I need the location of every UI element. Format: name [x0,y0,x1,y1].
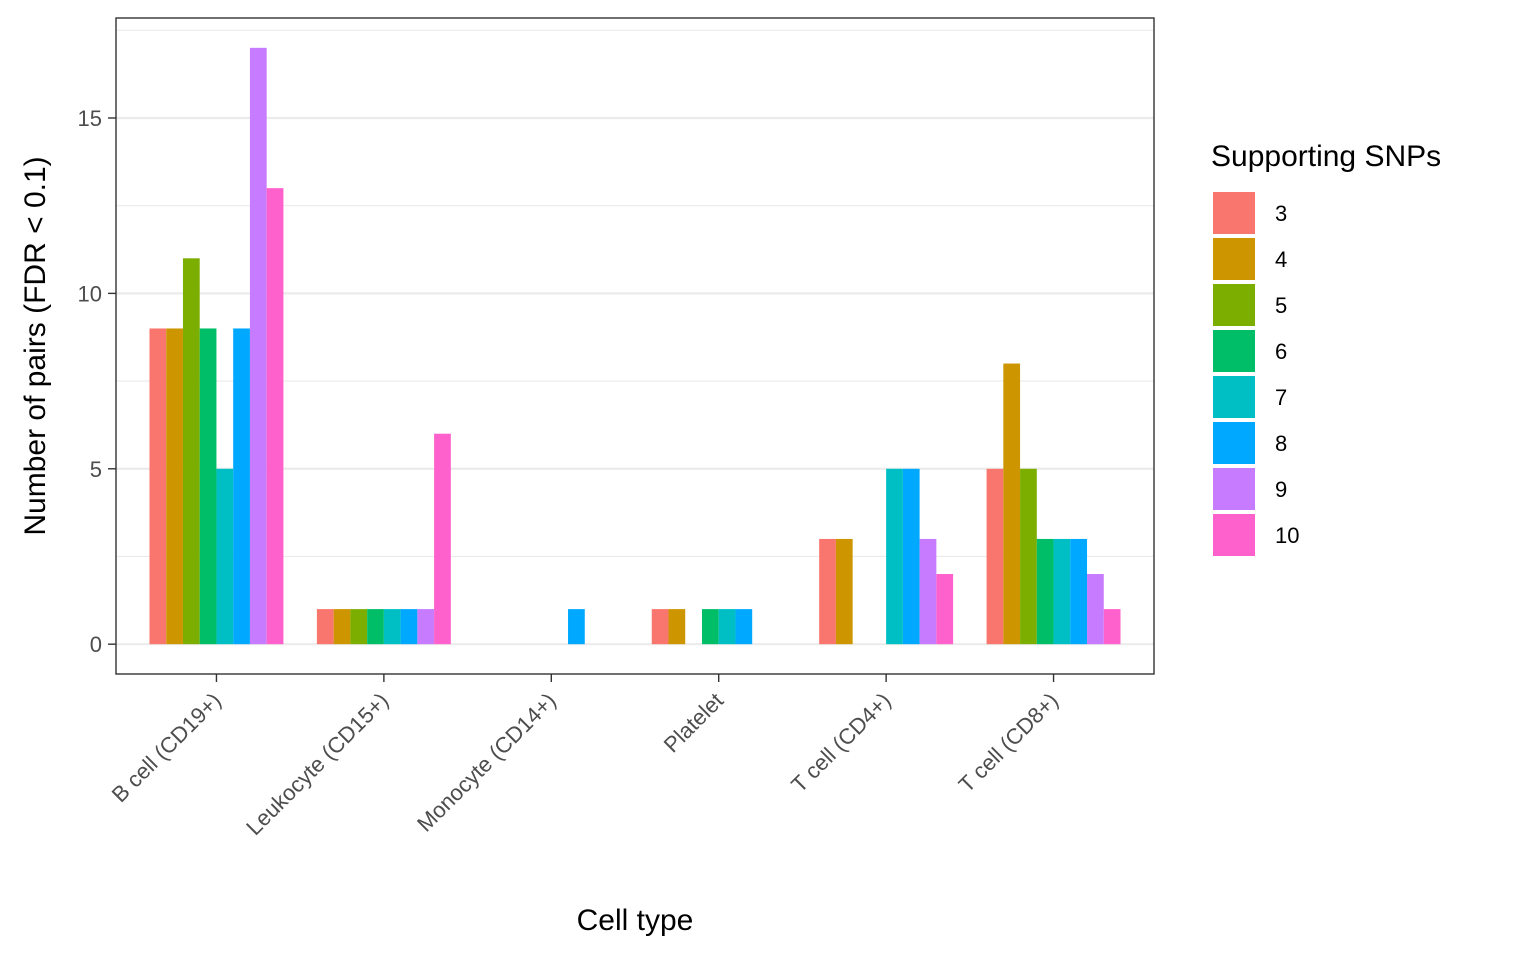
bar [819,538,836,645]
bar [182,258,200,645]
bar [718,609,736,645]
grid-lines [116,29,1154,646]
legend-swatch [1213,192,1255,234]
bar [266,188,284,645]
legend-label: 9 [1275,477,1287,502]
bar [1020,468,1037,645]
bar [1003,363,1021,645]
x-tick-label: B cell (CD19+) [107,688,226,807]
bar [383,609,401,645]
bar [233,328,250,645]
bar [249,47,267,645]
bar [1103,609,1121,645]
legend: Supporting SNPs 3 4 5 6 7 8 9 10 [1211,140,1441,556]
x-tick-label: Platelet [659,688,729,758]
legend-swatch [1213,422,1255,464]
y-tick-label: 10 [78,281,102,306]
bar [149,328,167,645]
x-axis: B cell (CD19+) Leukocyte (CD15+) Monocyte … [107,674,1063,840]
legend-swatch [1213,514,1255,556]
legend-swatch [1213,330,1255,372]
bar [1087,574,1104,645]
bar [986,468,1004,645]
bar [400,609,418,645]
legend-label: 4 [1275,247,1287,272]
bar [417,609,435,645]
bar [434,433,451,645]
bar [1070,538,1088,645]
legend-label: 10 [1275,523,1299,548]
bar [1036,538,1054,645]
legend-title: Supporting SNPs [1211,140,1441,173]
bars [149,47,1121,645]
bar [835,538,853,645]
legend-label: 5 [1275,293,1287,318]
legend-swatch [1213,284,1255,326]
x-tick-label: Leukocyte (CD15+) [241,688,393,840]
bar [568,609,585,645]
y-tick-label: 0 [90,632,102,657]
bar [668,609,686,645]
bar [199,328,217,645]
x-tick-label: Monocyte (CD14+) [412,688,561,837]
bar [919,538,937,645]
x-axis-title: Cell type [577,904,694,937]
plot-border [115,17,1155,675]
x-tick-label: T cell (CD8+) [954,688,1063,797]
bar [316,609,334,645]
legend-label: 7 [1275,385,1287,410]
legend-swatch [1213,376,1255,418]
legend-swatch [1213,238,1255,280]
x-tick-label: T cell (CD4+) [786,688,895,797]
legend-label: 3 [1275,201,1287,226]
legend-label: 6 [1275,339,1287,364]
y-tick-label: 5 [90,457,102,482]
plot-background [116,18,1154,674]
bar [333,609,351,645]
bar [350,609,368,645]
bar [701,609,719,645]
legend-label: 8 [1275,431,1287,456]
bar [735,609,753,645]
y-axis: 0 5 10 15 [78,106,116,657]
bar [902,468,920,645]
y-axis-title: Number of pairs (FDR < 0.1) [19,156,52,535]
bar [936,574,954,645]
bar [166,328,183,645]
bar [651,609,669,645]
legend-swatch [1213,468,1255,510]
bar [886,468,903,645]
bar [1053,538,1071,645]
bar [367,609,384,645]
y-tick-label: 15 [78,106,102,131]
bar [216,468,234,645]
